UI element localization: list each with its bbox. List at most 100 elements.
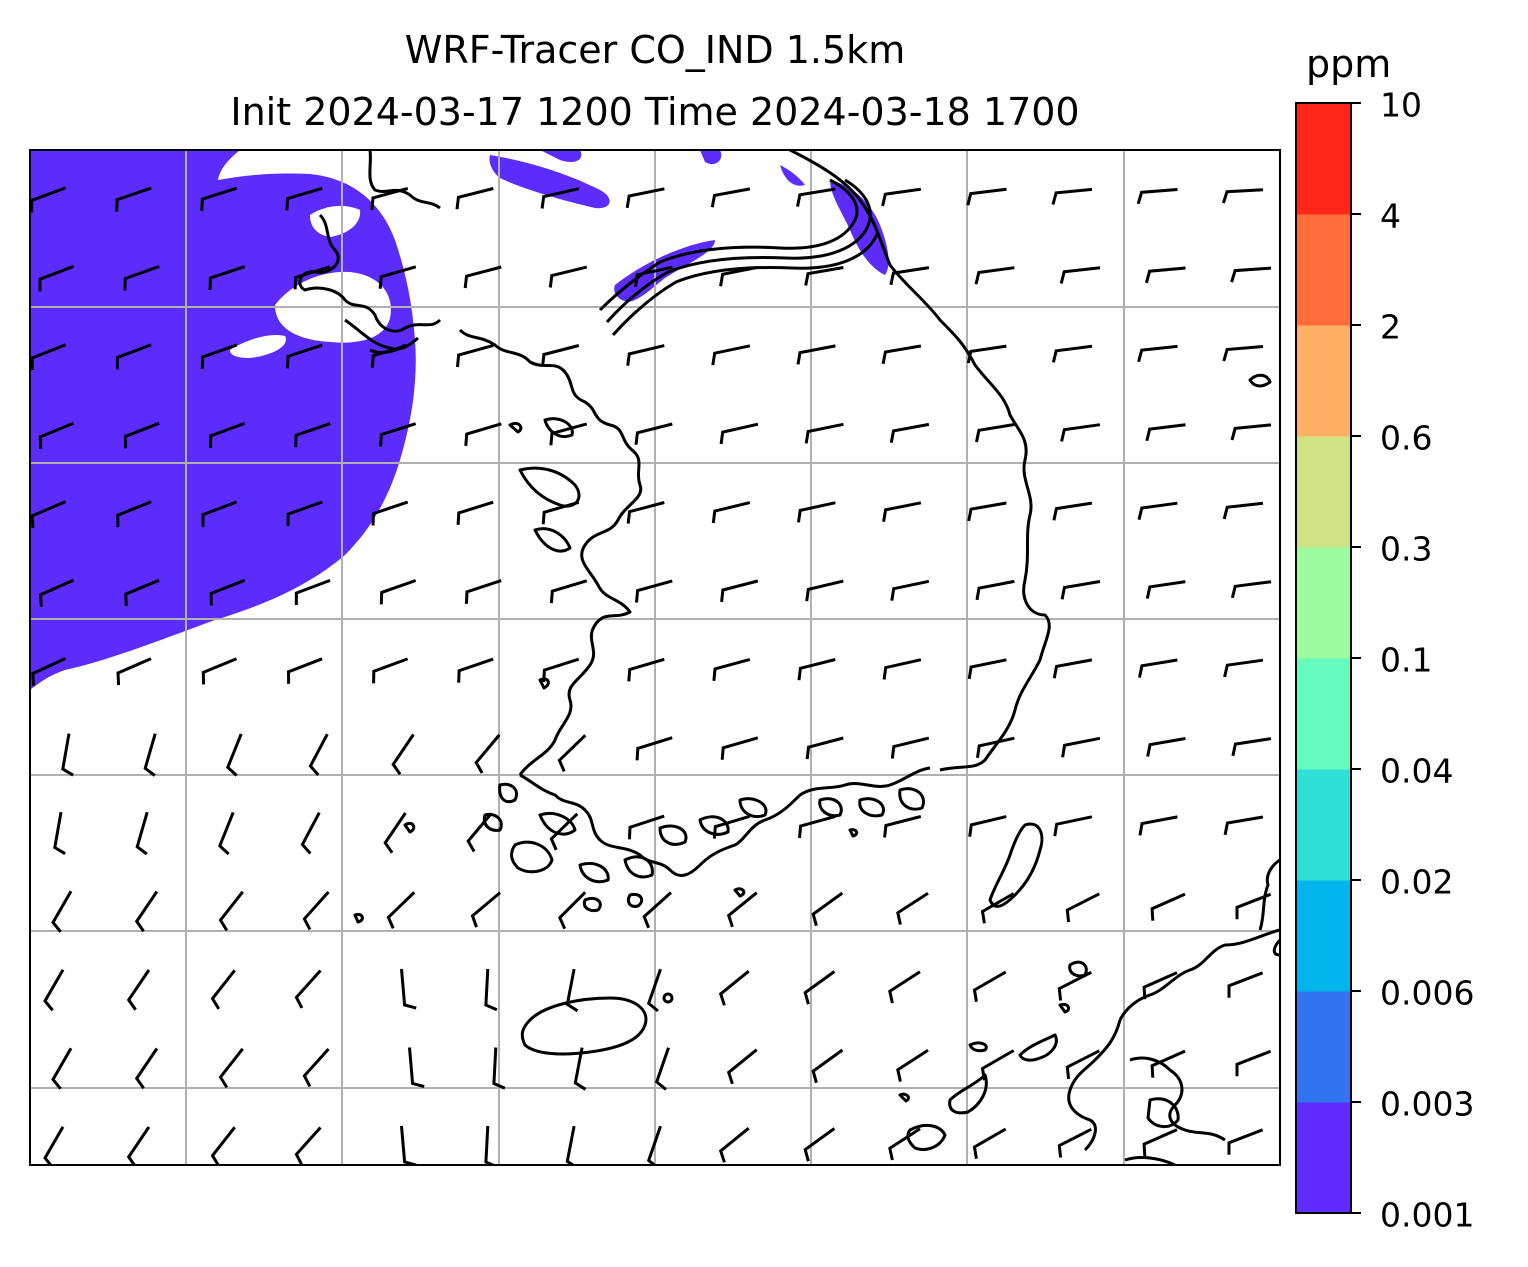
wind-barb — [712, 814, 751, 839]
wind-barb — [285, 186, 323, 211]
wind-barb — [463, 265, 502, 289]
wind-barb — [126, 969, 151, 1011]
wind-barb — [1052, 658, 1093, 679]
wind-barb — [718, 970, 750, 1006]
wind-barb — [626, 501, 665, 524]
colorbar-segment — [1296, 880, 1351, 992]
wind-barb — [300, 811, 321, 855]
wind-barb — [635, 579, 673, 603]
wind-barb — [408, 1047, 425, 1089]
wind-barb — [226, 733, 243, 777]
wind-barb — [456, 500, 494, 525]
wind-barb — [975, 423, 1015, 443]
wind-barb — [43, 1126, 65, 1165]
wind-barb — [124, 578, 160, 607]
wind-barb — [1223, 658, 1264, 678]
wind-barb — [726, 1048, 758, 1085]
wind-barb — [646, 1125, 662, 1165]
wind-barb — [972, 1127, 1007, 1160]
wind-barb — [976, 736, 1015, 759]
colorbar-tick-label: 0.02 — [1380, 862, 1454, 902]
wind-barb — [796, 187, 836, 207]
wind-barb — [634, 265, 673, 288]
wind-barb — [1144, 266, 1186, 284]
wind-barb — [888, 970, 921, 1004]
wind-barb — [540, 187, 580, 209]
wind-barb — [1150, 892, 1186, 921]
wind-barb — [1053, 815, 1093, 837]
wind-barb — [881, 344, 922, 365]
colorbar-segment — [1296, 1102, 1351, 1214]
wind-barb — [308, 733, 329, 776]
wind-barb — [218, 1047, 244, 1089]
colorbar-tick-label: 0.001 — [1380, 1195, 1475, 1235]
wind-barb — [1230, 266, 1272, 283]
wind-barb — [889, 266, 930, 286]
wind-barb — [1060, 580, 1101, 600]
wind-barb — [1222, 501, 1264, 520]
wind-barb — [38, 264, 75, 292]
map-frame — [29, 149, 1281, 1166]
wind-barb — [115, 186, 152, 212]
wind-barb — [51, 1047, 73, 1090]
wind-barb — [1137, 344, 1178, 363]
wind-barb — [126, 1126, 151, 1165]
wind-barb — [1222, 345, 1264, 362]
wind-barb — [549, 422, 588, 446]
wind-barb — [371, 500, 409, 526]
wind-barb — [565, 1125, 576, 1165]
wind-barb — [294, 969, 322, 1009]
wind-barb — [811, 891, 844, 927]
wind-barb — [726, 891, 758, 928]
wind-barb — [1142, 971, 1178, 1000]
wind-barb — [464, 579, 502, 604]
wind-barb — [218, 890, 244, 932]
wind-barb — [549, 812, 579, 851]
wind-barb — [209, 578, 246, 606]
wind-barb — [1230, 423, 1272, 441]
wind-barb — [466, 812, 493, 853]
map-title-line-2: Init 2024-03-17 1200 Time 2024-03-18 170… — [230, 90, 1080, 134]
gridlines — [30, 150, 1280, 1165]
wind-barb — [797, 658, 836, 681]
wind-barb — [464, 422, 502, 447]
wind-barb — [718, 1127, 750, 1163]
wind-barb — [558, 891, 587, 930]
wind-barb — [38, 421, 75, 449]
wind-barb — [720, 736, 759, 760]
wind-barb — [1227, 971, 1264, 998]
wind-barb — [379, 422, 417, 447]
colorbar-tick-label: 0.006 — [1380, 973, 1475, 1013]
wind-barb — [210, 1126, 236, 1165]
colorbar-tick-label: 0.04 — [1380, 751, 1454, 791]
wind-barb — [370, 343, 409, 368]
wind-barb — [484, 968, 498, 1012]
wind-barb — [201, 657, 238, 685]
wind-barb — [285, 343, 323, 369]
wind-barb — [53, 811, 66, 855]
colorbar-segment — [1296, 103, 1351, 215]
wind-barb — [143, 733, 157, 777]
colorbar-segment — [1296, 991, 1351, 1103]
colorbar-tick-label: 0.6 — [1380, 418, 1433, 458]
wind-barb — [51, 890, 73, 933]
wind-barb — [484, 1125, 497, 1165]
wind-barb — [634, 422, 673, 445]
wind-barb — [492, 1047, 506, 1090]
wind-barb — [1145, 580, 1186, 599]
wind-barb — [642, 891, 673, 929]
wind-barb — [972, 970, 1007, 1003]
wind-barb — [883, 815, 922, 838]
wind-barb — [294, 422, 331, 448]
wind-barb — [797, 501, 836, 523]
colorbar-segment — [1296, 547, 1351, 659]
wind-barb — [1136, 188, 1178, 205]
wind-barb — [803, 970, 836, 1005]
wind-barb — [372, 657, 409, 684]
wind-barb — [294, 578, 331, 606]
wind-barb — [1137, 501, 1178, 521]
wind-barb — [968, 815, 1007, 837]
wind-barb — [1060, 423, 1101, 442]
wind-barb — [293, 265, 331, 290]
